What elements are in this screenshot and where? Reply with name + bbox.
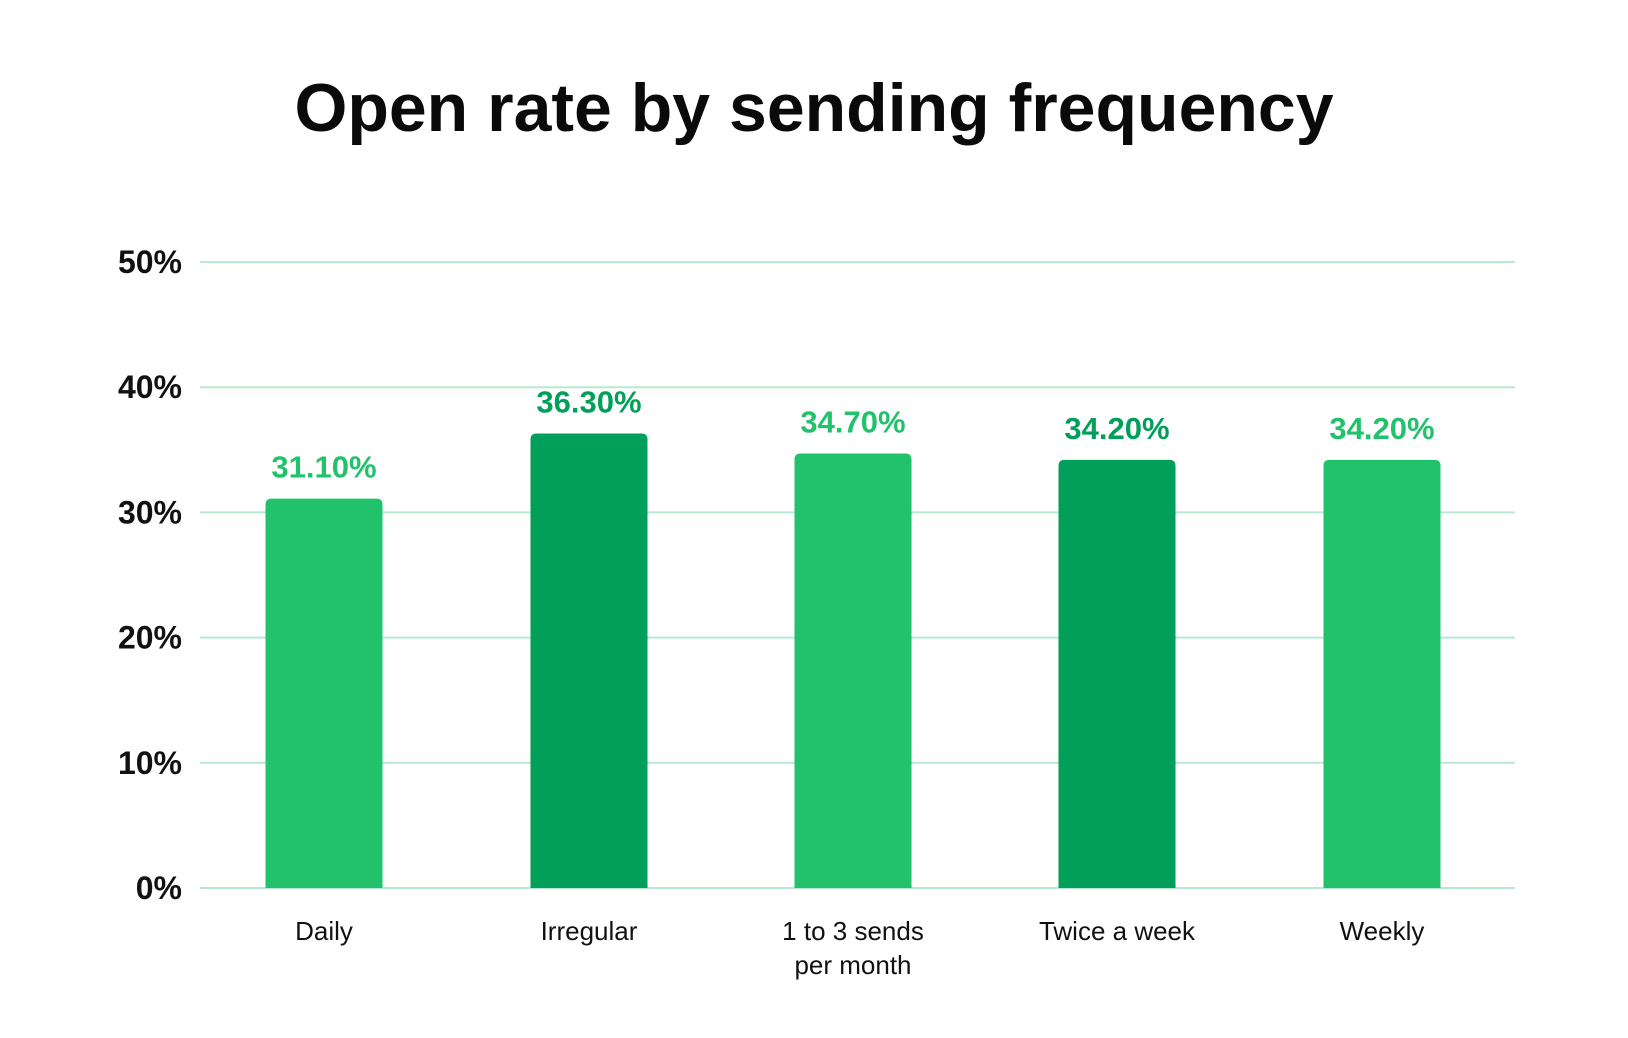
x-tick-label-line: Irregular: [541, 916, 638, 946]
y-tick-label: 40%: [118, 369, 182, 405]
data-label: 36.30%: [536, 385, 641, 420]
x-tick-label-line: per month: [794, 950, 911, 980]
x-tick-label: Weekly: [1340, 916, 1425, 946]
y-axis-tick-labels: 0% 10% 20% 30% 40% 50%: [118, 244, 182, 906]
bar-irregular: [530, 433, 648, 888]
category-labels: Daily Irregular 1 to 3 sends per month Twice…: [295, 916, 1424, 980]
x-tick-label: 1 to 3 sends per month: [782, 916, 924, 980]
data-labels: 31.10% 36.30% 34.70% 34.20% 34.20%: [271, 385, 1434, 485]
x-tick-label-line: Weekly: [1340, 916, 1425, 946]
data-label: 34.20%: [1064, 411, 1169, 446]
x-tick-label-line: 1 to 3 sends: [782, 916, 924, 946]
y-tick-label: 50%: [118, 244, 182, 280]
bar-1-to-3-sends-per-month: [794, 453, 912, 888]
data-label: 34.70%: [800, 405, 905, 440]
chart-title: Open rate by sending frequency: [294, 70, 1333, 146]
data-label: 31.10%: [271, 450, 376, 485]
bar-twice-a-week: [1058, 459, 1176, 888]
y-tick-label: 0%: [136, 870, 182, 906]
x-tick-label: Irregular: [541, 916, 638, 946]
x-tick-label: Daily: [295, 916, 353, 946]
bar-daily: [265, 498, 383, 888]
bars: [265, 433, 1441, 888]
y-tick-label: 10%: [118, 745, 182, 781]
x-tick-label-line: Daily: [295, 916, 353, 946]
y-tick-label: 30%: [118, 494, 182, 530]
bar-weekly: [1323, 459, 1441, 888]
x-tick-label-line: Twice a week: [1039, 916, 1196, 946]
x-tick-label: Twice a week: [1039, 916, 1196, 946]
y-tick-label: 20%: [118, 620, 182, 656]
data-label: 34.20%: [1329, 411, 1434, 446]
